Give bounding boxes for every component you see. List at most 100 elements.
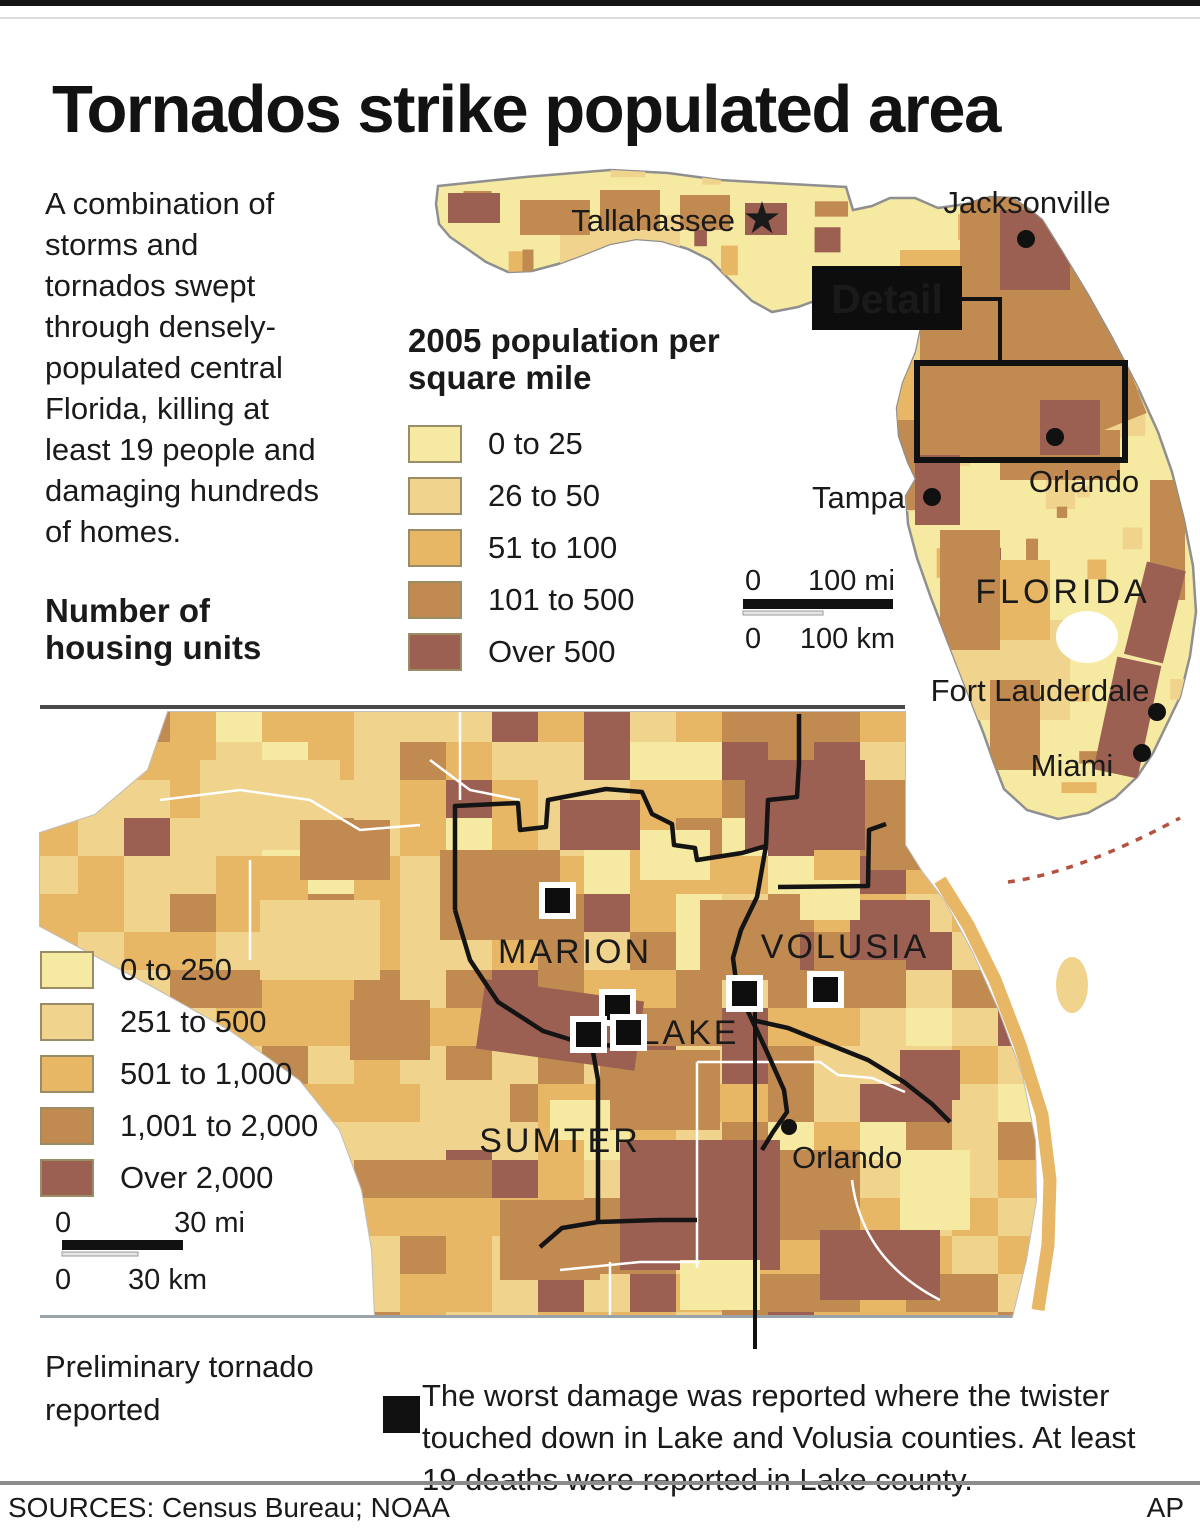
density-cell xyxy=(906,742,957,787)
density-cell xyxy=(538,1274,592,1317)
detail-scale-zero-km: 0 xyxy=(55,1264,71,1296)
density-cell xyxy=(446,1160,500,1205)
density-cell xyxy=(1044,1312,1094,1357)
legend-swatch xyxy=(408,581,462,619)
density-cell xyxy=(1191,326,1196,341)
legend-swatch xyxy=(40,1003,94,1041)
city-label-tampa: Tampa xyxy=(812,480,906,515)
city-label-tallahassee: Tallahassee xyxy=(571,203,735,238)
density-cell xyxy=(40,856,86,900)
housing-legend-title: Number of housing units xyxy=(45,592,262,666)
density-cell xyxy=(722,1084,774,1129)
page-title: Tornados strike populated area xyxy=(52,71,1001,147)
density-cell xyxy=(1056,506,1068,518)
density-cell xyxy=(400,1312,457,1317)
density-cell xyxy=(1136,818,1194,864)
top-rule xyxy=(0,0,1200,6)
density-cell xyxy=(262,1274,313,1317)
density-cell xyxy=(864,387,892,418)
density-cell xyxy=(1044,818,1094,864)
population-legend-title: 2005 population per square mile xyxy=(408,322,720,396)
density-cell xyxy=(216,970,267,1014)
legend-label: 26 to 50 xyxy=(488,478,601,513)
density-cell xyxy=(1187,171,1196,193)
legend-swatch xyxy=(408,633,462,671)
density-cell xyxy=(1077,485,1090,498)
density-cell xyxy=(768,1084,822,1129)
density-cell xyxy=(998,856,1036,904)
housing-legend: 0 to 250 251 to 500 501 to 1,000 1,001 t… xyxy=(40,944,370,1204)
sources-line: SOURCES: Census Bureau; NOAA xyxy=(8,1492,450,1523)
state-scale-bar: 0 100 mi 0 100 km xyxy=(742,565,895,655)
density-cell xyxy=(400,1274,455,1317)
density-cell xyxy=(1136,970,1187,1012)
density-cell xyxy=(1090,1274,1145,1318)
tornado-marker xyxy=(610,1014,647,1051)
density-cell xyxy=(560,297,577,307)
density-cell xyxy=(492,1312,545,1317)
density-cell xyxy=(40,712,86,752)
city-dot-jacksonville xyxy=(1017,230,1035,248)
density-cell xyxy=(952,856,1005,904)
density-cell xyxy=(1087,559,1107,580)
density-cell xyxy=(584,742,637,786)
density-cell xyxy=(761,636,777,660)
density-cell xyxy=(1090,818,1141,861)
legend-label: 251 to 500 xyxy=(120,1004,267,1039)
density-cell xyxy=(504,684,521,694)
legend-label: 501 to 1,000 xyxy=(120,1056,293,1091)
density-cell xyxy=(907,677,920,695)
density-cell xyxy=(507,677,535,702)
density-cell xyxy=(308,1274,360,1317)
density-cell xyxy=(665,215,681,229)
legend-row: 101 to 500 xyxy=(408,574,728,626)
density-cell xyxy=(952,1312,1006,1317)
tornado-note: Preliminary tornado reported xyxy=(45,1349,314,1427)
density-cell xyxy=(538,1160,593,1206)
detail-tag-box xyxy=(812,266,962,330)
density-cell xyxy=(630,1274,684,1317)
density-cell xyxy=(1044,1046,1100,1093)
city-dot-fort-lauderdale xyxy=(1148,703,1166,721)
density-cell xyxy=(1090,970,1141,1013)
density-cell xyxy=(1136,894,1193,940)
county-label-sumter: SUMTER xyxy=(479,1122,641,1160)
density-cell xyxy=(308,1198,366,1245)
density-cell xyxy=(1044,780,1096,825)
detail-scale-km: 30 km xyxy=(128,1264,207,1296)
city-dot-miami xyxy=(1133,744,1151,762)
legend-row: 51 to 100 xyxy=(408,522,728,574)
density-cell xyxy=(1090,742,1146,787)
legend-row: 501 to 1,000 xyxy=(40,1048,370,1100)
density-cell xyxy=(1044,1008,1095,1056)
density-cell xyxy=(1136,932,1193,976)
lake-okeechobee xyxy=(1056,611,1118,663)
density-cell xyxy=(500,684,537,707)
density-cell xyxy=(634,247,670,269)
density-cell xyxy=(722,712,777,748)
density-cell xyxy=(838,424,858,453)
density-cell xyxy=(354,1160,409,1203)
density-cell xyxy=(1136,856,1186,899)
density-cell xyxy=(262,1198,320,1243)
city-dot-orlando xyxy=(1046,428,1064,446)
density-cell xyxy=(78,818,133,862)
density-cell xyxy=(952,1236,1008,1280)
density-cell xyxy=(860,1312,914,1317)
state-label: FLORIDA xyxy=(975,573,1150,611)
legend-row: 0 to 25 xyxy=(408,418,728,470)
capital-star-icon: ★ xyxy=(742,194,781,243)
state-scale-km-bar xyxy=(742,610,824,616)
density-cell xyxy=(998,712,1036,747)
density-cell xyxy=(547,276,575,306)
legend-label: 0 to 25 xyxy=(488,426,583,461)
density-cell xyxy=(630,932,683,976)
density-cell xyxy=(1090,1046,1140,1089)
density-cell xyxy=(78,1274,134,1317)
tornado-marker xyxy=(539,882,576,919)
density-cell xyxy=(998,818,1036,865)
density-cell xyxy=(1044,705,1101,751)
county-labels: MARION VOLUSIA LAKE SUMTER xyxy=(479,928,926,1160)
density-cell xyxy=(998,780,1036,824)
density-cell xyxy=(1122,527,1143,550)
